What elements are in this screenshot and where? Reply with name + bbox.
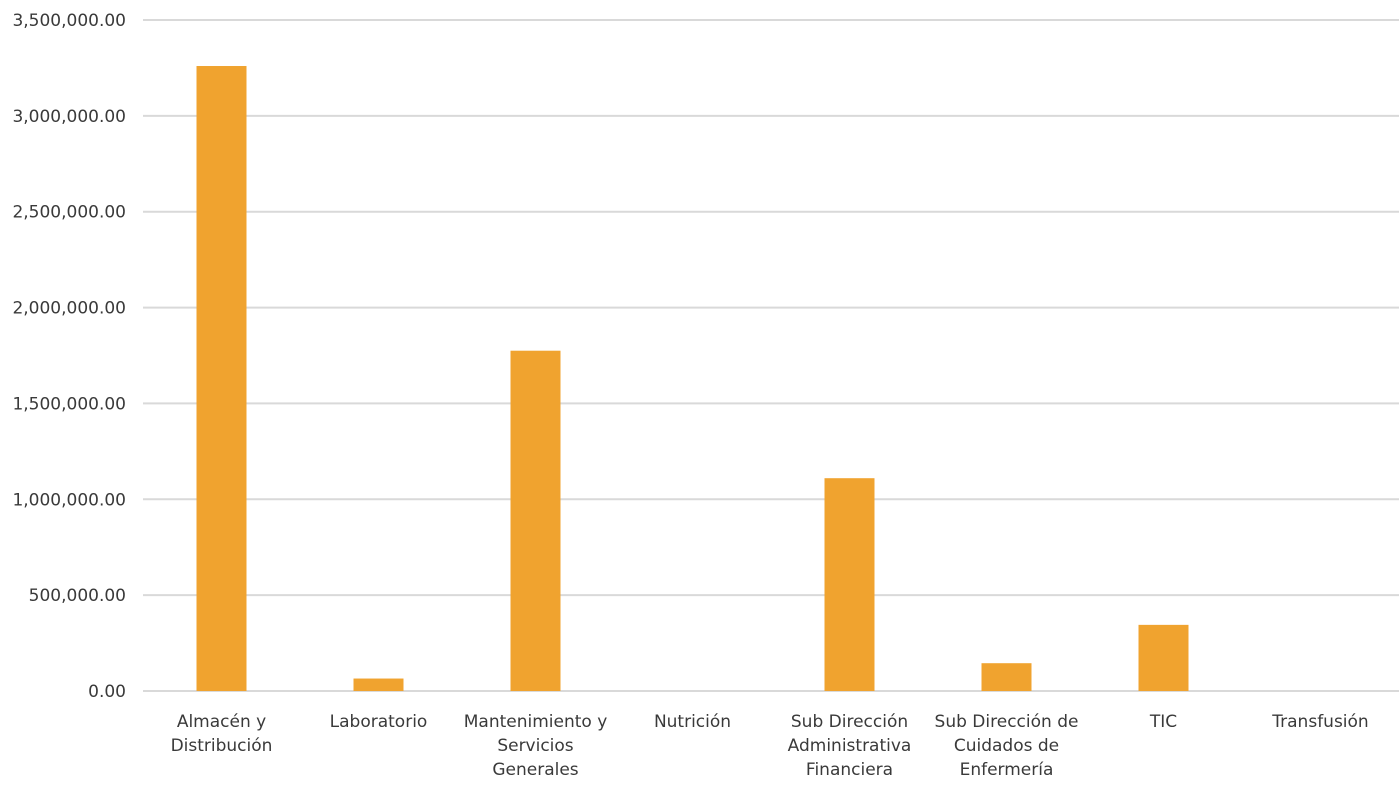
x-category-label: Almacén y Distribución — [171, 712, 273, 756]
x-category-label-line: Financiera — [806, 760, 893, 780]
x-category-label-line: Nutrición — [654, 712, 731, 732]
x-category-label-line: Enfermería — [960, 760, 1054, 780]
x-category-label-line: Transfusión — [1271, 712, 1368, 732]
x-category-label-line: Mantenimiento y — [464, 712, 608, 732]
bar — [510, 350, 561, 691]
x-category-label-line: Cuidados de — [954, 736, 1059, 756]
y-axis-tick-labels: 0.00 500,000.00 1,000,000.00 1,500,000.00 2,… — [12, 11, 126, 702]
bar — [824, 478, 875, 691]
x-category-label: Transfusión — [1271, 712, 1368, 732]
x-category-label-line: Almacén y — [177, 712, 266, 732]
x-category-label-line: Laboratorio — [330, 712, 428, 732]
y-tick-label: 1,000,000.00 — [12, 490, 126, 510]
y-tick-label: 0.00 — [88, 682, 126, 702]
x-category-label-line: Sub Dirección de — [935, 712, 1079, 732]
y-tick-label: 2,500,000.00 — [12, 203, 126, 223]
y-tick-label: 2,000,000.00 — [12, 299, 126, 319]
x-category-label: Sub Dirección de Cuidados de Enfermería — [935, 712, 1079, 780]
y-tick-label: 500,000.00 — [29, 586, 126, 606]
y-tick-label: 3,500,000.00 — [12, 11, 126, 31]
bar — [1138, 624, 1189, 691]
bar — [353, 678, 404, 691]
y-tick-label: 1,500,000.00 — [12, 394, 126, 414]
x-category-label-line: TIC — [1149, 712, 1177, 732]
x-category-label-line: Servicios — [497, 736, 573, 756]
x-category-label: Laboratorio — [330, 712, 428, 732]
x-category-label: Mantenimiento y Servicios Generales — [464, 712, 608, 780]
bar — [196, 66, 247, 692]
x-category-label: Nutrición — [654, 712, 731, 732]
x-category-label-line: Generales — [492, 760, 578, 780]
x-category-label-line: Sub Dirección — [791, 712, 908, 732]
x-axis-category-labels: Almacén y Distribución Laboratorio Mantenim… — [171, 712, 1369, 780]
x-category-label-line: Administrativa — [788, 736, 912, 756]
bar — [981, 663, 1032, 691]
x-category-label: Sub Dirección Administrativa Financiera — [788, 712, 912, 780]
bars — [196, 66, 1189, 692]
y-tick-label: 3,000,000.00 — [12, 107, 126, 127]
x-category-label-line: Distribución — [171, 736, 273, 756]
gridlines — [143, 19, 1399, 692]
x-category-label: TIC — [1149, 712, 1177, 732]
